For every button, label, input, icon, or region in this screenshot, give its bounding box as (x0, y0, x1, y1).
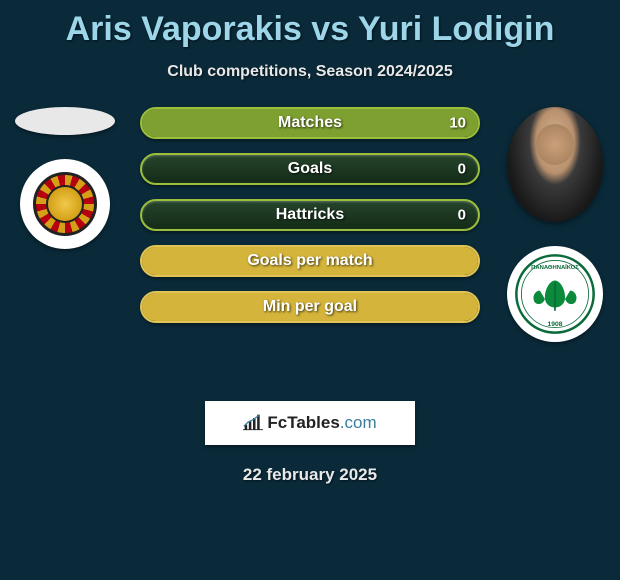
stat-value-right: 0 (458, 161, 466, 178)
stat-label: Matches (278, 114, 342, 132)
stat-value-right: 10 (449, 115, 466, 132)
subtitle: Club competitions, Season 2024/2025 (0, 63, 620, 81)
right-club-badge: ΠΑΝΑΘΗΝΑΪΚΟΣ 1908 (507, 246, 603, 342)
date-caption: 22 february 2025 (0, 465, 620, 485)
left-club-badge (20, 159, 110, 249)
chart-icon (243, 414, 263, 432)
left-player-column (10, 107, 120, 249)
stat-bar: Hattricks 0 (140, 199, 480, 231)
stat-label: Goals per match (247, 252, 372, 270)
brand-text: FcTables.com (267, 413, 376, 433)
svg-text:1908: 1908 (548, 321, 563, 328)
stat-bar: Matches 10 (140, 107, 480, 139)
player-photo (507, 107, 603, 222)
stat-value-right: 0 (458, 207, 466, 224)
stat-bar: Goals per match (140, 245, 480, 277)
stat-bar: Min per goal (140, 291, 480, 323)
stat-label: Goals (288, 160, 332, 178)
player-photo-placeholder (15, 107, 115, 135)
brand-watermark: FcTables.com (205, 401, 415, 445)
comparison-panel: ΠΑΝΑΘΗΝΑΪΚΟΣ 1908 Matches10Goals0Hattric… (0, 107, 620, 367)
stat-bar: Goals 0 (140, 153, 480, 185)
right-player-column: ΠΑΝΑΘΗΝΑΪΚΟΣ 1908 (500, 107, 610, 342)
svg-text:ΠΑΝΑΘΗΝΑΪΚΟΣ: ΠΑΝΑΘΗΝΑΪΚΟΣ (531, 264, 579, 271)
stat-label: Hattricks (276, 206, 344, 224)
page-title: Aris Vaporakis vs Yuri Lodigin (0, 0, 620, 49)
stat-bars: Matches 10 Goals 0 Hattricks 0 Goals per match… (140, 107, 480, 337)
stat-label: Min per goal (263, 298, 357, 316)
